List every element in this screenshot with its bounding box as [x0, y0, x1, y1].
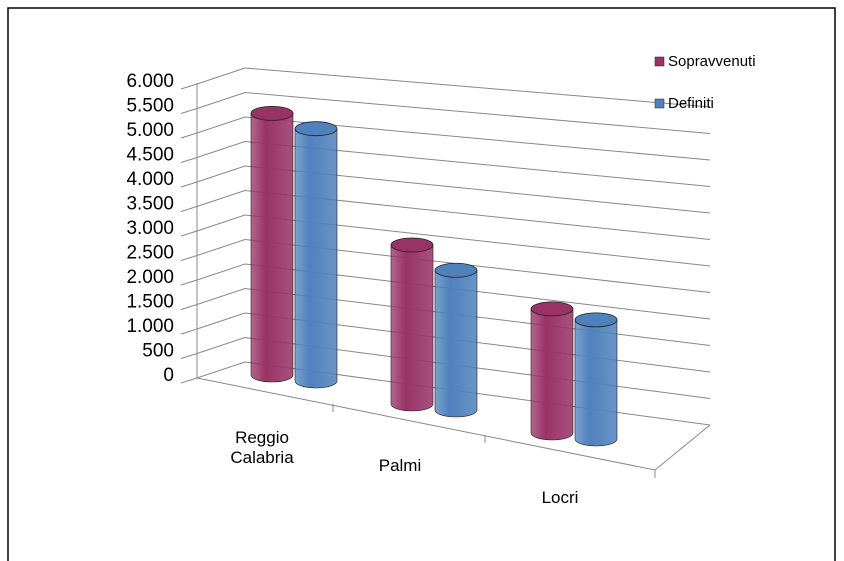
bar-top	[574, 312, 618, 328]
y-tick-label: 3.000	[126, 218, 174, 239]
bar-top	[250, 105, 294, 121]
x-tick-label: Locri	[541, 488, 579, 507]
bar-top	[434, 262, 478, 278]
y-tick	[180, 304, 198, 310]
legend-marker	[654, 98, 665, 109]
grid-line	[196, 263, 711, 320]
y-tick	[180, 279, 198, 286]
legend-label: Sopravvenuti	[668, 53, 756, 70]
y-tick	[180, 377, 198, 384]
bar-top	[294, 121, 338, 137]
x-tick-label: Reggio Calabria	[230, 428, 294, 467]
y-tick	[180, 230, 198, 237]
grid-line	[196, 116, 711, 161]
y-tick-label: 500	[142, 341, 174, 362]
y-tick	[180, 132, 198, 139]
bar-top	[390, 237, 434, 253]
grid-line	[196, 189, 711, 240]
y-tick-label: 4.000	[126, 169, 174, 190]
grid-line	[196, 91, 711, 134]
grid-line	[196, 67, 711, 108]
y-tick	[180, 157, 198, 163]
bar	[434, 269, 478, 418]
bar	[250, 113, 294, 383]
y-tick-label: 2.000	[126, 267, 174, 288]
y-tick-label: 4.500	[126, 145, 174, 166]
bar	[390, 244, 434, 412]
chart-frame	[7, 7, 836, 561]
legend-marker	[654, 56, 665, 67]
x-tick-label: Palmi	[378, 456, 422, 475]
bar-top	[530, 301, 574, 317]
y-tick	[180, 328, 198, 335]
bar	[574, 319, 618, 447]
y-tick-label: 1.500	[126, 292, 174, 313]
grid-line	[196, 165, 711, 214]
y-tick	[180, 108, 198, 114]
y-tick-label: 0	[163, 365, 174, 386]
y-tick	[180, 181, 198, 188]
bar	[294, 128, 338, 389]
bar	[530, 308, 574, 441]
grid-line	[196, 214, 711, 267]
y-tick-label: 6.000	[126, 71, 174, 92]
legend-label: Definiti	[668, 95, 714, 112]
y-tick-label: 5.500	[126, 96, 174, 117]
y-tick	[180, 83, 198, 90]
grid-line	[196, 238, 711, 293]
y-tick	[180, 206, 198, 212]
y-tick-label: 2.500	[126, 243, 174, 264]
y-tick-label: 5.000	[126, 120, 174, 141]
y-tick-label: 1.000	[126, 316, 174, 337]
y-tick	[180, 353, 198, 359]
y-tick-label: 3.500	[126, 194, 174, 215]
y-tick	[180, 255, 198, 261]
grid-line	[196, 140, 711, 187]
